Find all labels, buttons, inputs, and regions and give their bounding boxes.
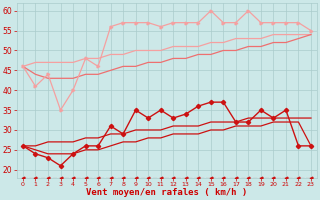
X-axis label: Vent moyen/en rafales ( km/h ): Vent moyen/en rafales ( km/h ) bbox=[86, 188, 248, 197]
